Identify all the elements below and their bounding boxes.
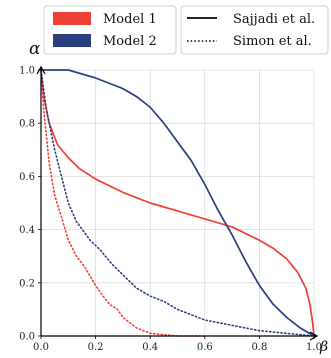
series-line-model-1-simon <box>40 69 206 337</box>
x-axis-label: β <box>319 339 328 355</box>
series-line-model-1-sajjadi <box>40 69 315 337</box>
y-axis-arrow <box>36 65 46 75</box>
x-tick-label: 0.0 <box>33 342 49 353</box>
x-axis-arrow <box>309 331 319 341</box>
grid <box>40 69 315 337</box>
axes <box>36 65 319 341</box>
x-tick-label: 1.0 <box>306 342 322 353</box>
x-tick-label: 0.4 <box>142 342 158 353</box>
legend-models: Model 1 Model 2 <box>43 5 177 55</box>
y-tick-label: 0.0 <box>19 332 35 343</box>
legend-label-model-2: Model 2 <box>103 34 157 49</box>
legend-label-simon: Simon et al. <box>233 34 312 49</box>
legend-methods-box <box>180 5 329 55</box>
x-tick-label: 0.6 <box>197 342 213 353</box>
x-tick-label: 0.8 <box>251 342 267 353</box>
series-line-model-2-simon <box>40 69 315 337</box>
series-line-model-2-sajjadi <box>40 69 315 337</box>
legend-swatch-model-1 <box>53 12 91 25</box>
y-tick-label: 1.0 <box>19 66 35 77</box>
series-layer <box>40 69 315 337</box>
y-tick-label: 0.6 <box>19 172 35 183</box>
legend-label-model-1: Model 1 <box>103 12 157 27</box>
y-tick-label: 0.8 <box>19 119 35 130</box>
legend-swatch-model-2 <box>53 34 91 47</box>
y-axis-label: α <box>29 39 41 59</box>
y-tick-label: 0.2 <box>19 278 35 289</box>
legend-label-sajjadi: Sajjadi et al. <box>233 12 315 27</box>
legend-methods: Sajjadi et al. Simon et al. <box>180 5 329 55</box>
ticks: 0.0 0.2 0.4 0.6 0.8 1.0 0.0 0.2 0.4 0.6 0.8 1.0 <box>19 66 322 354</box>
y-tick-label: 0.4 <box>19 225 35 236</box>
x-tick-label: 0.2 <box>88 342 104 353</box>
